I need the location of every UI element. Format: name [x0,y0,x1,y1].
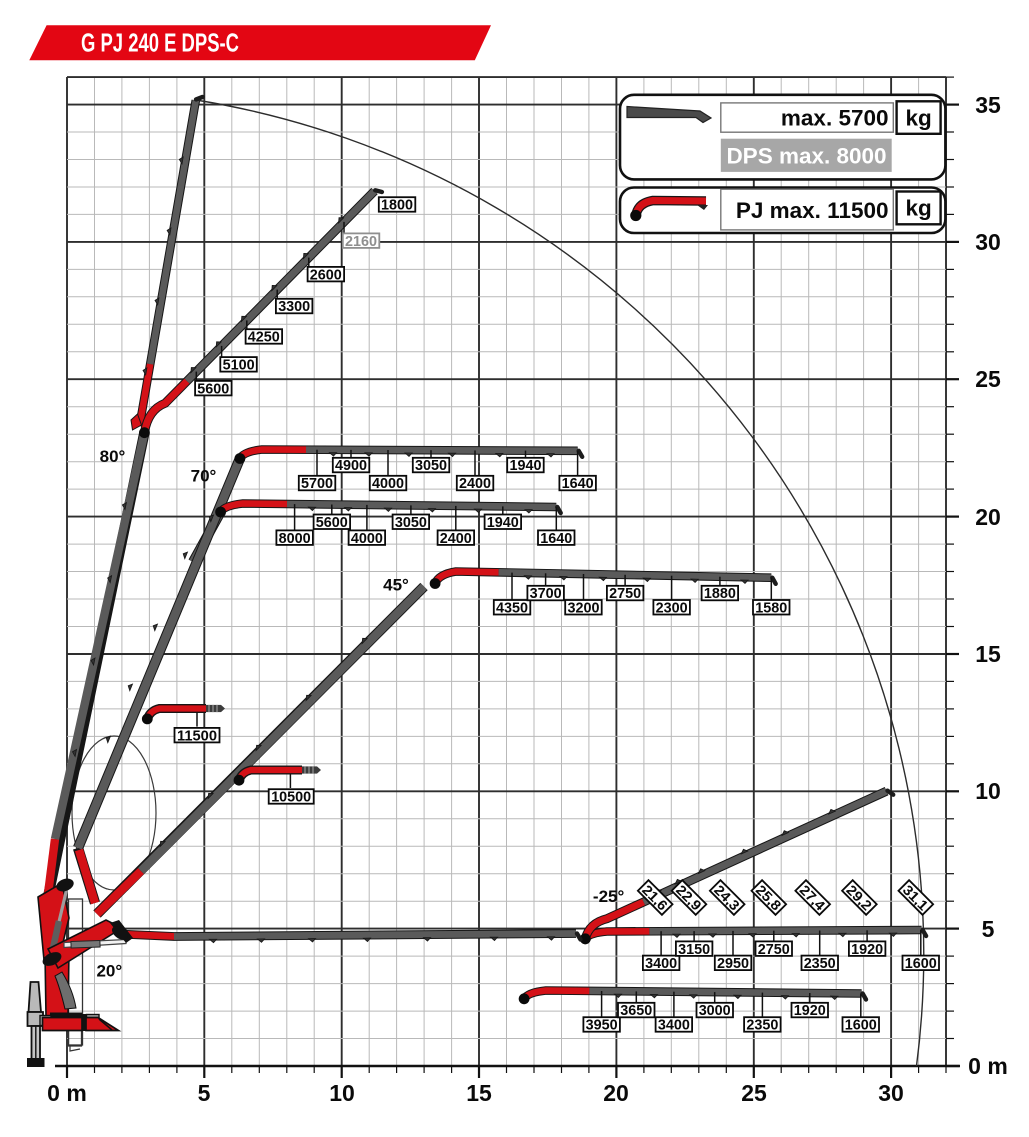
svg-text:DPS max. 8000: DPS max. 8000 [726,144,886,169]
svg-text:3650: 3650 [620,1002,652,1019]
svg-text:15: 15 [466,1080,492,1106]
svg-text:20: 20 [603,1080,629,1106]
svg-text:3300: 3300 [278,298,310,315]
svg-text:G PJ 240 E DPS-C: G PJ 240 E DPS-C [81,28,239,58]
svg-text:4000: 4000 [351,530,383,547]
svg-text:10: 10 [329,1080,355,1106]
svg-text:45°: 45° [383,576,409,595]
svg-text:3200: 3200 [568,599,600,616]
svg-text:4900: 4900 [335,457,367,474]
svg-text:11500: 11500 [177,727,217,744]
svg-text:PJ max. 11500: PJ max. 11500 [736,198,889,223]
svg-text:5600: 5600 [316,514,348,531]
svg-text:1800: 1800 [381,197,413,214]
svg-text:80°: 80° [100,447,126,466]
svg-text:35: 35 [975,92,1001,118]
svg-text:1600: 1600 [905,955,937,972]
svg-text:5600: 5600 [197,380,229,397]
svg-text:3400: 3400 [658,1017,690,1034]
svg-text:1940: 1940 [487,514,519,531]
svg-text:3950: 3950 [586,1017,618,1034]
svg-text:30: 30 [975,229,1001,255]
svg-text:kg: kg [905,196,931,221]
svg-text:3400: 3400 [645,955,677,972]
svg-text:5700: 5700 [301,475,333,492]
svg-text:3000: 3000 [699,1002,731,1019]
svg-text:kg: kg [905,106,931,131]
svg-text:3700: 3700 [530,585,562,602]
svg-text:2350: 2350 [746,1017,778,1034]
svg-text:1640: 1640 [562,475,594,492]
svg-text:25: 25 [975,366,1001,392]
svg-text:5: 5 [198,1080,211,1106]
svg-text:1580: 1580 [755,599,787,616]
svg-text:2400: 2400 [440,530,472,547]
svg-text:25: 25 [741,1080,767,1106]
svg-text:3150: 3150 [678,941,710,958]
svg-text:max. 5700: max. 5700 [781,106,889,131]
svg-text:20°: 20° [96,961,122,980]
svg-text:5: 5 [982,916,995,942]
svg-text:2950: 2950 [717,955,749,972]
svg-text:2350: 2350 [804,955,836,972]
svg-text:1600: 1600 [845,1017,877,1034]
svg-text:1640: 1640 [540,530,572,547]
svg-text:2750: 2750 [609,585,641,602]
svg-text:30: 30 [878,1080,904,1106]
svg-text:1920: 1920 [794,1002,826,1019]
svg-text:1880: 1880 [704,585,736,602]
svg-text:4000: 4000 [372,475,404,492]
svg-text:2400: 2400 [459,475,491,492]
svg-text:5100: 5100 [223,357,255,374]
svg-text:3050: 3050 [395,514,427,531]
svg-text:70°: 70° [191,467,217,486]
svg-text:2750: 2750 [758,941,790,958]
svg-text:1920: 1920 [851,941,883,958]
svg-text:10500: 10500 [271,789,311,806]
svg-text:2160: 2160 [345,233,377,250]
svg-text:1940: 1940 [510,457,542,474]
svg-text:2600: 2600 [310,266,342,283]
svg-text:4250: 4250 [248,329,280,346]
svg-text:-25°: -25° [593,887,625,906]
svg-text:2300: 2300 [656,599,688,616]
svg-text:15: 15 [975,641,1001,667]
svg-text:0 m: 0 m [968,1053,1008,1079]
svg-text:3050: 3050 [415,457,447,474]
svg-text:0 m: 0 m [47,1080,87,1106]
svg-text:20: 20 [975,504,1001,530]
svg-text:8000: 8000 [279,530,311,547]
svg-text:10: 10 [975,778,1001,804]
svg-text:4350: 4350 [496,599,528,616]
